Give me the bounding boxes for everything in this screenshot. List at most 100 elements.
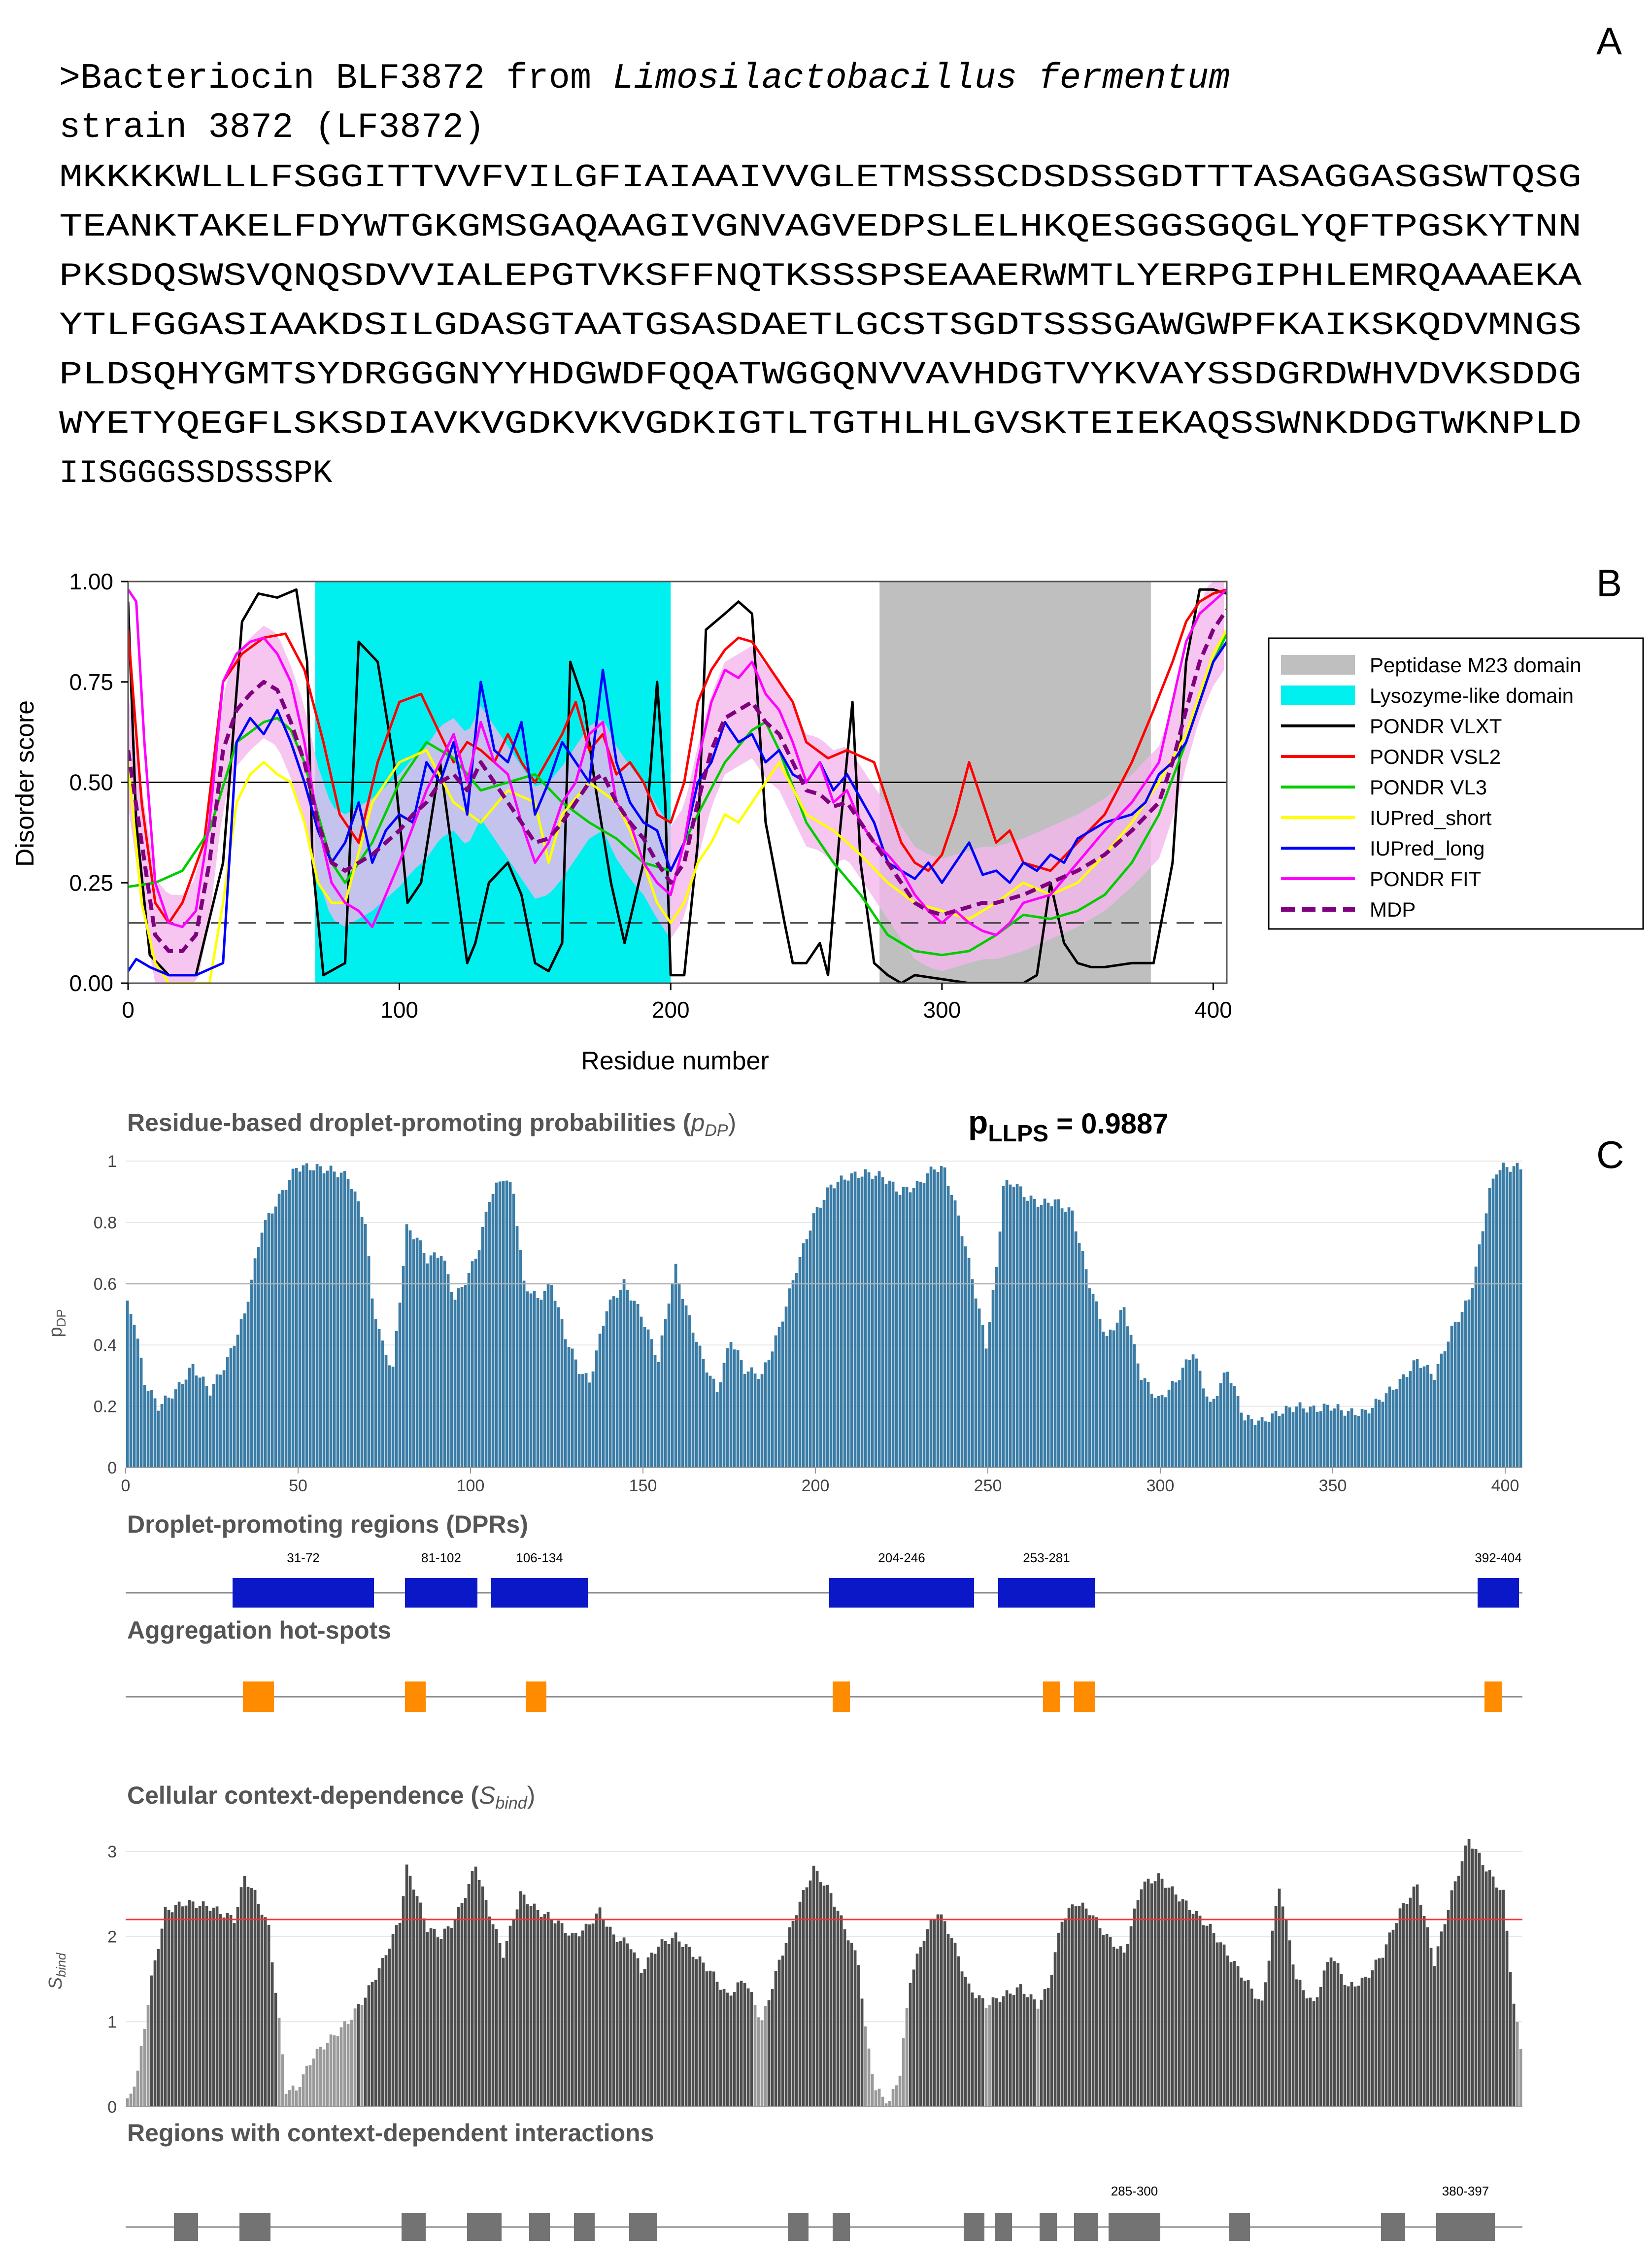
- sbind-bar: [615, 1942, 619, 2107]
- sbind-bar: [1264, 1982, 1267, 2107]
- sbind-bar: [984, 2008, 988, 2107]
- sbind-bar: [188, 1900, 191, 2107]
- pdp-bar: [519, 1250, 522, 1468]
- sbind-bar: [226, 1913, 229, 2107]
- sbind-bar: [926, 1929, 929, 2107]
- pdp-bar: [726, 1348, 729, 1468]
- sbind-bar: [443, 1928, 446, 2107]
- sbind-bar: [1146, 1879, 1150, 2107]
- pdp-bar: [443, 1260, 446, 1468]
- sbind-bar: [184, 1905, 188, 2107]
- pdp-bar: [1205, 1396, 1209, 1468]
- sbind-bar: [467, 1884, 471, 2107]
- sbind-bar: [377, 1968, 381, 2107]
- sbind-bar: [1084, 1908, 1088, 2107]
- sbind-bar: [895, 2085, 898, 2107]
- pdp-bar: [1422, 1366, 1426, 1468]
- sbind-bar: [315, 2049, 319, 2107]
- pdp-bar: [233, 1345, 236, 1468]
- pdp-bar: [919, 1182, 922, 1468]
- dpr-region-label: 81-102: [421, 1550, 461, 1565]
- pdp-bar: [853, 1171, 857, 1468]
- sbind-bar: [253, 1889, 257, 2107]
- sbind-bar: [1505, 1930, 1509, 2107]
- sbind-bar: [964, 1977, 967, 2107]
- sbind-bar: [388, 1949, 391, 2107]
- sbind-bar: [1040, 1999, 1043, 2107]
- pdp-bar: [1164, 1397, 1167, 1468]
- pdp-bar: [346, 1178, 350, 1468]
- pdp-bar: [1236, 1396, 1240, 1468]
- sbind-bar: [1088, 1915, 1091, 2107]
- sbind-bar: [1136, 1900, 1140, 2107]
- sequence-line: PKSDQSWSVQNQSDVVIALEPGTVKSFFNQTKSSSPSEAA…: [59, 258, 1582, 295]
- sbind-bar: [1509, 1972, 1512, 2107]
- x-tick-label: 300: [923, 997, 961, 1023]
- pdp-bar: [1009, 1184, 1012, 1468]
- pdp-bar: [539, 1300, 543, 1468]
- pdp-bar: [391, 1367, 395, 1468]
- x-tick-label: 400: [1491, 1476, 1519, 1495]
- sbind-bar: [346, 2023, 350, 2107]
- pdp-bar: [943, 1167, 946, 1468]
- sbind-bar: [1378, 1958, 1381, 2107]
- sbind-bar: [640, 1972, 643, 2107]
- sbind-bar: [402, 1896, 405, 2107]
- pdp-bar: [1264, 1421, 1267, 1468]
- y-tick-label: 1: [107, 2013, 117, 2031]
- context-region: [467, 2213, 502, 2241]
- pdp-bar: [1367, 1413, 1371, 1468]
- sbind-bar: [643, 1969, 646, 2107]
- pdp-bar: [302, 1165, 305, 1468]
- sbind-bar: [571, 1932, 574, 2107]
- pdp-bar: [746, 1372, 750, 1468]
- pdp-bar: [1071, 1210, 1074, 1468]
- pdp-bar: [326, 1170, 329, 1468]
- pdp-bar: [353, 1191, 357, 1468]
- pdp-bar: [295, 1168, 298, 1468]
- pdp-bar: [450, 1292, 453, 1468]
- pdp-bar: [815, 1207, 819, 1468]
- pdp-bar: [1436, 1364, 1440, 1468]
- pdp-bar: [495, 1182, 498, 1468]
- sbind-bar: [1243, 1981, 1247, 2107]
- sbind-bar: [598, 1907, 602, 2107]
- pdp-bar: [698, 1345, 702, 1468]
- sbind-bar: [1353, 1986, 1357, 2107]
- sbind-bar: [588, 1924, 591, 2107]
- sbind-bar: [1171, 1886, 1174, 2107]
- sbind-bar: [950, 1938, 953, 2107]
- pdp-bar: [1305, 1412, 1309, 1468]
- sbind-bar: [219, 1914, 222, 2107]
- sequence-line: WYETYQEGFLSKSDIAVKVGDKVKVGDKIGTLTGTHLHLG…: [59, 406, 1582, 443]
- sbind-bar: [229, 1915, 233, 2107]
- pdp-bar: [850, 1173, 853, 1468]
- sbind-bar: [471, 1871, 474, 2107]
- pdp-title-close: ): [728, 1109, 737, 1136]
- sbind-bar: [426, 1932, 429, 2107]
- pdp-bar: [257, 1247, 260, 1468]
- sbind-bar: [674, 1932, 677, 2107]
- pdp-bar: [798, 1257, 802, 1468]
- legend-label: PONDR VSL2: [1370, 745, 1501, 768]
- context-region: [833, 2213, 850, 2241]
- sbind-bar: [774, 1971, 777, 2107]
- y-tick-label: 0.8: [94, 1213, 117, 1232]
- sbind-bar: [1019, 1984, 1022, 2107]
- sbind-bar: [1274, 1906, 1278, 2107]
- pdp-bar: [253, 1258, 257, 1468]
- sbind-bar: [1188, 1910, 1191, 2107]
- pdp-bar: [184, 1379, 188, 1468]
- sbind-bar: [1126, 1944, 1129, 2107]
- sbind-bar: [1395, 1923, 1398, 2107]
- x-tick-label: 400: [1194, 997, 1232, 1023]
- pdp-bar: [860, 1176, 864, 1468]
- pdp-bar: [729, 1342, 733, 1468]
- pdp-bar: [898, 1195, 902, 1468]
- pdp-bar: [1298, 1402, 1302, 1468]
- sbind-bar: [684, 1944, 688, 2107]
- sbind-bar: [302, 2074, 305, 2107]
- sbind-title-main: Cellular context-dependence (: [127, 1782, 479, 1809]
- sbind-bar: [843, 1929, 846, 2107]
- sbind-bar: [1150, 1883, 1153, 2107]
